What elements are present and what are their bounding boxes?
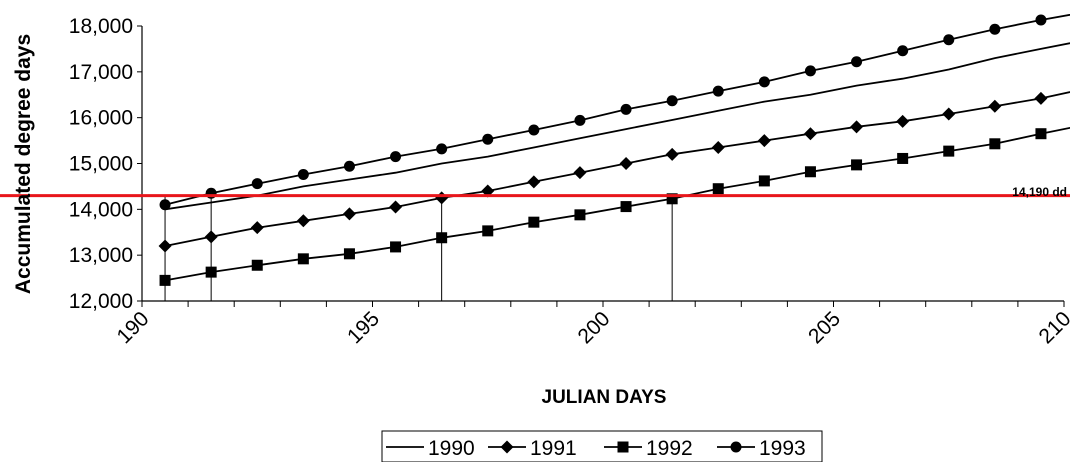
- data-point-1993: [1035, 14, 1047, 26]
- data-point-1993: [482, 133, 494, 145]
- series-1991: [158, 91, 1070, 253]
- data-point-1992: [620, 201, 632, 213]
- data-point-1992: [666, 193, 678, 205]
- data-point-1991: [988, 99, 1002, 113]
- data-point-1991: [573, 166, 587, 180]
- y-tick-label: 16,000: [69, 107, 133, 130]
- series-layer: [158, 13, 1070, 286]
- data-point-1991: [250, 221, 264, 235]
- data-point-1993: [666, 95, 678, 107]
- legend-label: 1990: [428, 437, 475, 460]
- x-tick-label: 200: [573, 307, 614, 348]
- data-point-1992: [851, 159, 863, 171]
- series-1990: [164, 42, 1070, 211]
- data-point-1993: [159, 199, 171, 211]
- legend-item-1992: 1992: [604, 437, 693, 460]
- data-point-1991: [435, 191, 449, 205]
- legend-item-1990: 1990: [386, 437, 475, 460]
- data-point-1991: [850, 120, 864, 134]
- data-point-1993: [297, 169, 309, 180]
- data-point-1993: [758, 76, 770, 88]
- data-point-1991: [803, 127, 817, 141]
- data-point-1992: [251, 259, 263, 271]
- x-tick-label: 210: [1034, 307, 1070, 348]
- data-point-1993: [436, 143, 448, 155]
- y-tick-label: 17,000: [69, 61, 133, 84]
- data-point-1991: [665, 147, 679, 161]
- legend-item-1993: 1993: [717, 437, 806, 460]
- threshold-layer: 14,190 dd: [0, 185, 1070, 199]
- data-point-1992: [804, 166, 816, 178]
- data-point-1992: [989, 138, 1001, 150]
- data-point-1992: [1035, 128, 1047, 140]
- data-point-1993: [251, 178, 263, 190]
- data-point-1992: [390, 241, 402, 253]
- series-1993: [159, 13, 1070, 211]
- data-point-1992: [205, 266, 217, 278]
- data-point-1993: [712, 85, 724, 97]
- legend-label: 1991: [530, 437, 577, 460]
- data-point-1993: [851, 56, 863, 68]
- legend-marker: [730, 441, 742, 453]
- legend-label: 1992: [646, 437, 693, 460]
- legend-label: 1993: [759, 437, 806, 460]
- x-tick-label: 205: [804, 307, 845, 348]
- data-point-1992: [436, 232, 448, 244]
- data-point-1991: [389, 200, 403, 214]
- data-point-1991: [942, 107, 956, 121]
- data-point-1992: [574, 209, 586, 221]
- data-point-1992: [943, 145, 955, 157]
- data-point-1993: [989, 23, 1001, 35]
- axes: 12,000 13,000 14,000 15,000 16,000 17,000 18,0…: [69, 15, 1070, 348]
- data-point-1993: [620, 103, 632, 115]
- data-point-1991: [1034, 91, 1048, 105]
- legend-marker: [617, 441, 629, 453]
- data-point-1991: [204, 230, 218, 244]
- y-tick-label: 18,000: [69, 15, 133, 38]
- y-axis-title: Accumulated degree days: [12, 34, 35, 294]
- data-point-1991: [757, 134, 771, 148]
- data-point-1993: [343, 160, 355, 172]
- data-point-1991: [896, 114, 910, 128]
- data-point-1993: [943, 34, 955, 46]
- data-point-1992: [712, 183, 724, 195]
- data-point-1992: [528, 216, 540, 228]
- data-point-1991: [711, 140, 725, 154]
- data-point-1992: [343, 248, 355, 260]
- data-point-1992: [897, 152, 909, 164]
- y-tick-label: 14,000: [69, 198, 133, 221]
- threshold-label: 14,190 dd: [1012, 185, 1067, 199]
- data-point-1992: [482, 225, 494, 237]
- x-axis-title: JULIAN DAYS: [542, 387, 667, 408]
- data-point-1993: [528, 124, 540, 136]
- legend-box: [381, 430, 823, 462]
- data-point-1991: [342, 207, 356, 221]
- data-point-1992: [758, 175, 770, 187]
- y-tick-label: 12,000: [69, 290, 133, 313]
- y-tick-label: 15,000: [69, 153, 133, 176]
- data-point-1991: [619, 157, 633, 170]
- data-point-1992: [159, 274, 171, 286]
- data-point-1993: [897, 45, 909, 57]
- data-point-1993: [804, 65, 816, 77]
- x-tick-label: 190: [112, 307, 153, 348]
- legend-marker: [500, 440, 514, 454]
- data-point-1991: [296, 214, 310, 228]
- y-tick-label: 13,000: [69, 244, 133, 267]
- series-1992: [159, 126, 1070, 286]
- data-point-1992: [297, 253, 309, 265]
- legend-item-1991: 1991: [488, 437, 577, 460]
- data-point-1991: [527, 175, 541, 189]
- series-line-1990: [164, 42, 1070, 211]
- data-point-1993: [205, 187, 217, 199]
- x-tick-label: 195: [343, 307, 384, 348]
- data-point-1991: [158, 239, 172, 253]
- data-point-1993: [574, 114, 586, 126]
- data-point-1993: [390, 151, 402, 163]
- legend: 1990 1991 1992 1993: [381, 430, 823, 462]
